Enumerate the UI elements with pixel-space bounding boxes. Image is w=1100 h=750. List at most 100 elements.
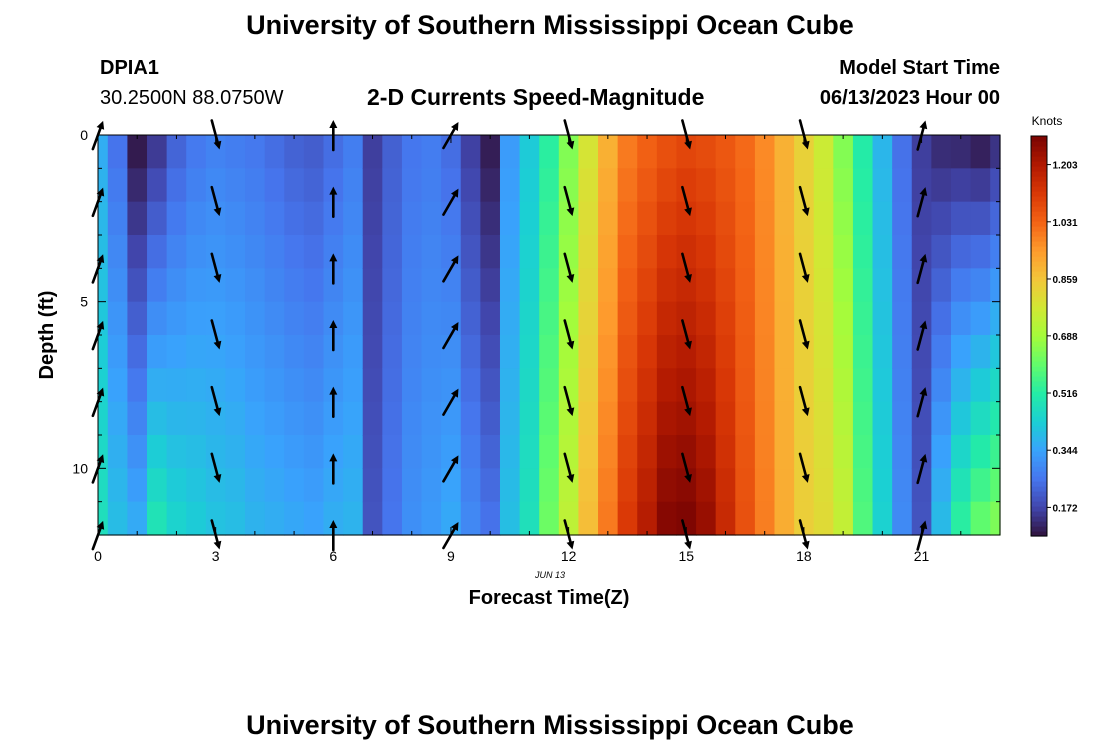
heatmap-cell <box>147 335 168 369</box>
heatmap-cell <box>98 235 109 269</box>
heatmap-cell <box>911 268 932 303</box>
heatmap-cell <box>284 435 305 469</box>
heatmap-cell <box>833 168 854 203</box>
heatmap-cell <box>480 501 501 536</box>
heatmap-cell <box>715 235 736 269</box>
heatmap-cell <box>558 168 580 203</box>
heatmap-cell <box>264 368 285 403</box>
heatmap-cell <box>362 368 383 403</box>
heatmap-cell <box>205 501 227 536</box>
heatmap-cell <box>970 268 991 303</box>
heatmap-cell <box>303 168 325 203</box>
arrow-shaft <box>210 385 220 412</box>
colorbar-cell <box>1031 371 1047 377</box>
heatmap-cell <box>499 201 521 236</box>
heatmap-cell <box>696 368 717 403</box>
current-arrow <box>916 453 928 485</box>
current-arrow <box>798 452 810 483</box>
heatmap-cell <box>617 335 638 369</box>
heatmap-cell <box>696 468 717 503</box>
heatmap-cell <box>362 168 383 203</box>
arrow-shaft <box>916 525 926 551</box>
current-arrow <box>91 120 105 151</box>
colorbar-cell <box>1031 316 1047 322</box>
heatmap-cell <box>872 335 893 369</box>
current-arrow <box>798 519 810 550</box>
heatmap-cell <box>617 135 638 169</box>
heatmap-cell <box>872 468 893 503</box>
heatmap-cell <box>852 135 874 169</box>
heatmap-cell <box>127 435 148 469</box>
heatmap-cell <box>617 501 638 536</box>
heatmap-cell <box>990 135 1001 169</box>
heatmap-cell <box>382 335 403 369</box>
colorbar-cell <box>1031 221 1047 227</box>
heatmap-cell <box>284 468 305 503</box>
heatmap-cell <box>460 401 481 436</box>
arrow-head <box>96 254 105 264</box>
heatmap-cell <box>441 368 462 403</box>
colorbar-cell <box>1031 231 1047 237</box>
current-arrow <box>442 388 459 416</box>
heatmap-cell <box>480 235 501 269</box>
heatmap-cell <box>931 468 952 503</box>
heatmap-cell <box>892 168 913 203</box>
heatmap-cell <box>460 201 481 236</box>
heatmap-cell <box>343 468 364 503</box>
current-arrow <box>91 254 105 284</box>
heatmap-cell <box>774 401 795 436</box>
heatmap-cell <box>558 435 580 469</box>
heatmap-cell <box>480 335 501 369</box>
heatmap-cell <box>990 268 1001 303</box>
heatmap-cell <box>323 401 344 436</box>
colorbar-cell <box>1031 321 1047 327</box>
heatmap-cell <box>127 468 148 503</box>
arrow-shaft <box>442 459 457 483</box>
heatmap-cell <box>284 401 305 436</box>
heatmap-cell <box>264 335 285 369</box>
arrow-head <box>450 322 459 331</box>
heatmap-cell <box>460 168 481 203</box>
arrow-shaft <box>563 119 573 145</box>
arrow-shaft <box>442 125 457 150</box>
heatmap-cell <box>656 435 678 469</box>
heatmap-cell <box>147 135 168 169</box>
heatmap-cell <box>950 168 972 203</box>
heatmap-cell <box>558 368 580 403</box>
heatmap-cell <box>598 368 619 403</box>
arrow-shaft <box>681 385 690 412</box>
colorbar-cell <box>1031 391 1047 397</box>
heatmap-cell <box>852 301 874 336</box>
heatmap-cell <box>186 335 207 369</box>
heatmap-cell <box>98 368 109 403</box>
heatmap-cell <box>539 268 560 303</box>
colorbar-cell <box>1031 506 1047 512</box>
arrow-shaft <box>681 319 690 345</box>
colorbar-cell <box>1031 481 1047 487</box>
heatmap-cell <box>441 335 462 369</box>
heatmap-cell <box>186 435 207 469</box>
heatmap-cell <box>970 368 991 403</box>
heatmap-cell <box>480 301 501 336</box>
heatmap-cell <box>323 235 344 269</box>
heatmap-cell <box>892 135 913 169</box>
arrow-head <box>329 186 338 195</box>
heatmap-cell <box>813 401 834 436</box>
heatmap-cell <box>421 135 442 169</box>
heatmap-cell <box>166 468 187 503</box>
heatmap-cell <box>990 301 1001 336</box>
heatmap-cell <box>127 235 148 269</box>
station-name: DPIA1 <box>100 57 159 79</box>
heatmap-cell <box>911 501 932 536</box>
arrow-head <box>566 407 575 417</box>
heatmap-cell <box>990 368 1001 403</box>
colorbar-cell <box>1031 246 1047 252</box>
heatmap-cell <box>852 401 874 436</box>
arrow-shaft <box>442 325 457 350</box>
current-arrow <box>563 252 575 283</box>
arrow-shaft <box>91 191 103 218</box>
heatmap-cell <box>539 135 560 169</box>
heatmap-cell <box>872 235 893 269</box>
heatmap-cell <box>401 435 423 469</box>
heatmap-cell <box>754 501 776 536</box>
